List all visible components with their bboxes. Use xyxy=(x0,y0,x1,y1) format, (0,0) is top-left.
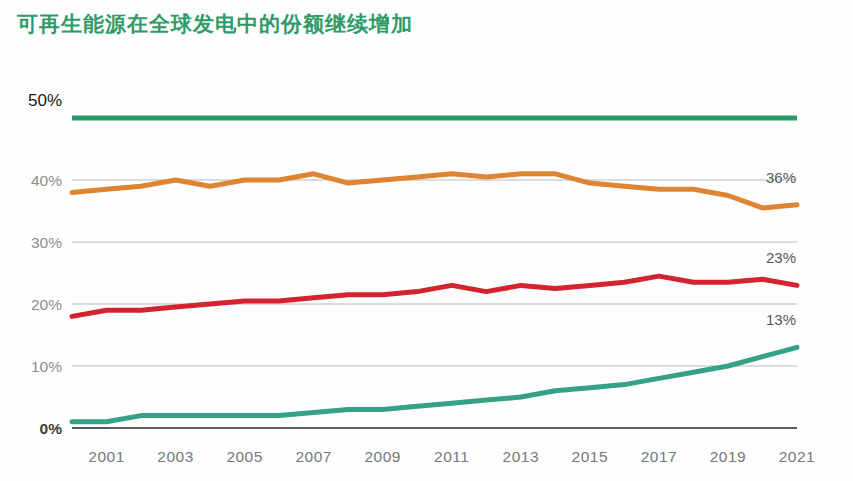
line-chart: 0% 10% 20% 30% 40% 50% 2001 2003 2005 2007 2009 201… xyxy=(0,0,853,481)
x-tick-2013: 2013 xyxy=(503,448,539,465)
end-label-red: 23% xyxy=(766,249,796,266)
x-tick-2011: 2011 xyxy=(434,448,469,465)
x-tick-2009: 2009 xyxy=(364,448,400,465)
y-tick-0pct: 0% xyxy=(40,420,63,437)
end-label-orange: 36% xyxy=(766,169,796,186)
chart-page: 可再生能源在全球发电中的份额继续增加 0%10%20%30%40%50%2001… xyxy=(0,0,853,481)
x-tick-2017: 2017 xyxy=(641,448,677,465)
y-tick-50pct: 50% xyxy=(28,91,62,110)
x-tick-2007: 2007 xyxy=(295,448,331,465)
x-tick-2001: 2001 xyxy=(88,448,124,465)
x-tick-2003: 2003 xyxy=(157,448,193,465)
y-tick-30pct: 30% xyxy=(31,234,62,251)
y-tick-10pct: 10% xyxy=(31,358,62,375)
series-red-line xyxy=(72,276,797,316)
series-orange-line xyxy=(72,174,797,208)
x-tick-2015: 2015 xyxy=(572,448,608,465)
y-tick-20pct: 20% xyxy=(31,296,62,313)
end-label-teal: 13% xyxy=(766,311,796,328)
x-tick-2005: 2005 xyxy=(226,448,262,465)
series-teal-line xyxy=(72,347,797,421)
x-tick-2019: 2019 xyxy=(710,448,746,465)
x-tick-2021: 2021 xyxy=(779,448,815,465)
y-tick-40pct: 40% xyxy=(31,172,62,189)
